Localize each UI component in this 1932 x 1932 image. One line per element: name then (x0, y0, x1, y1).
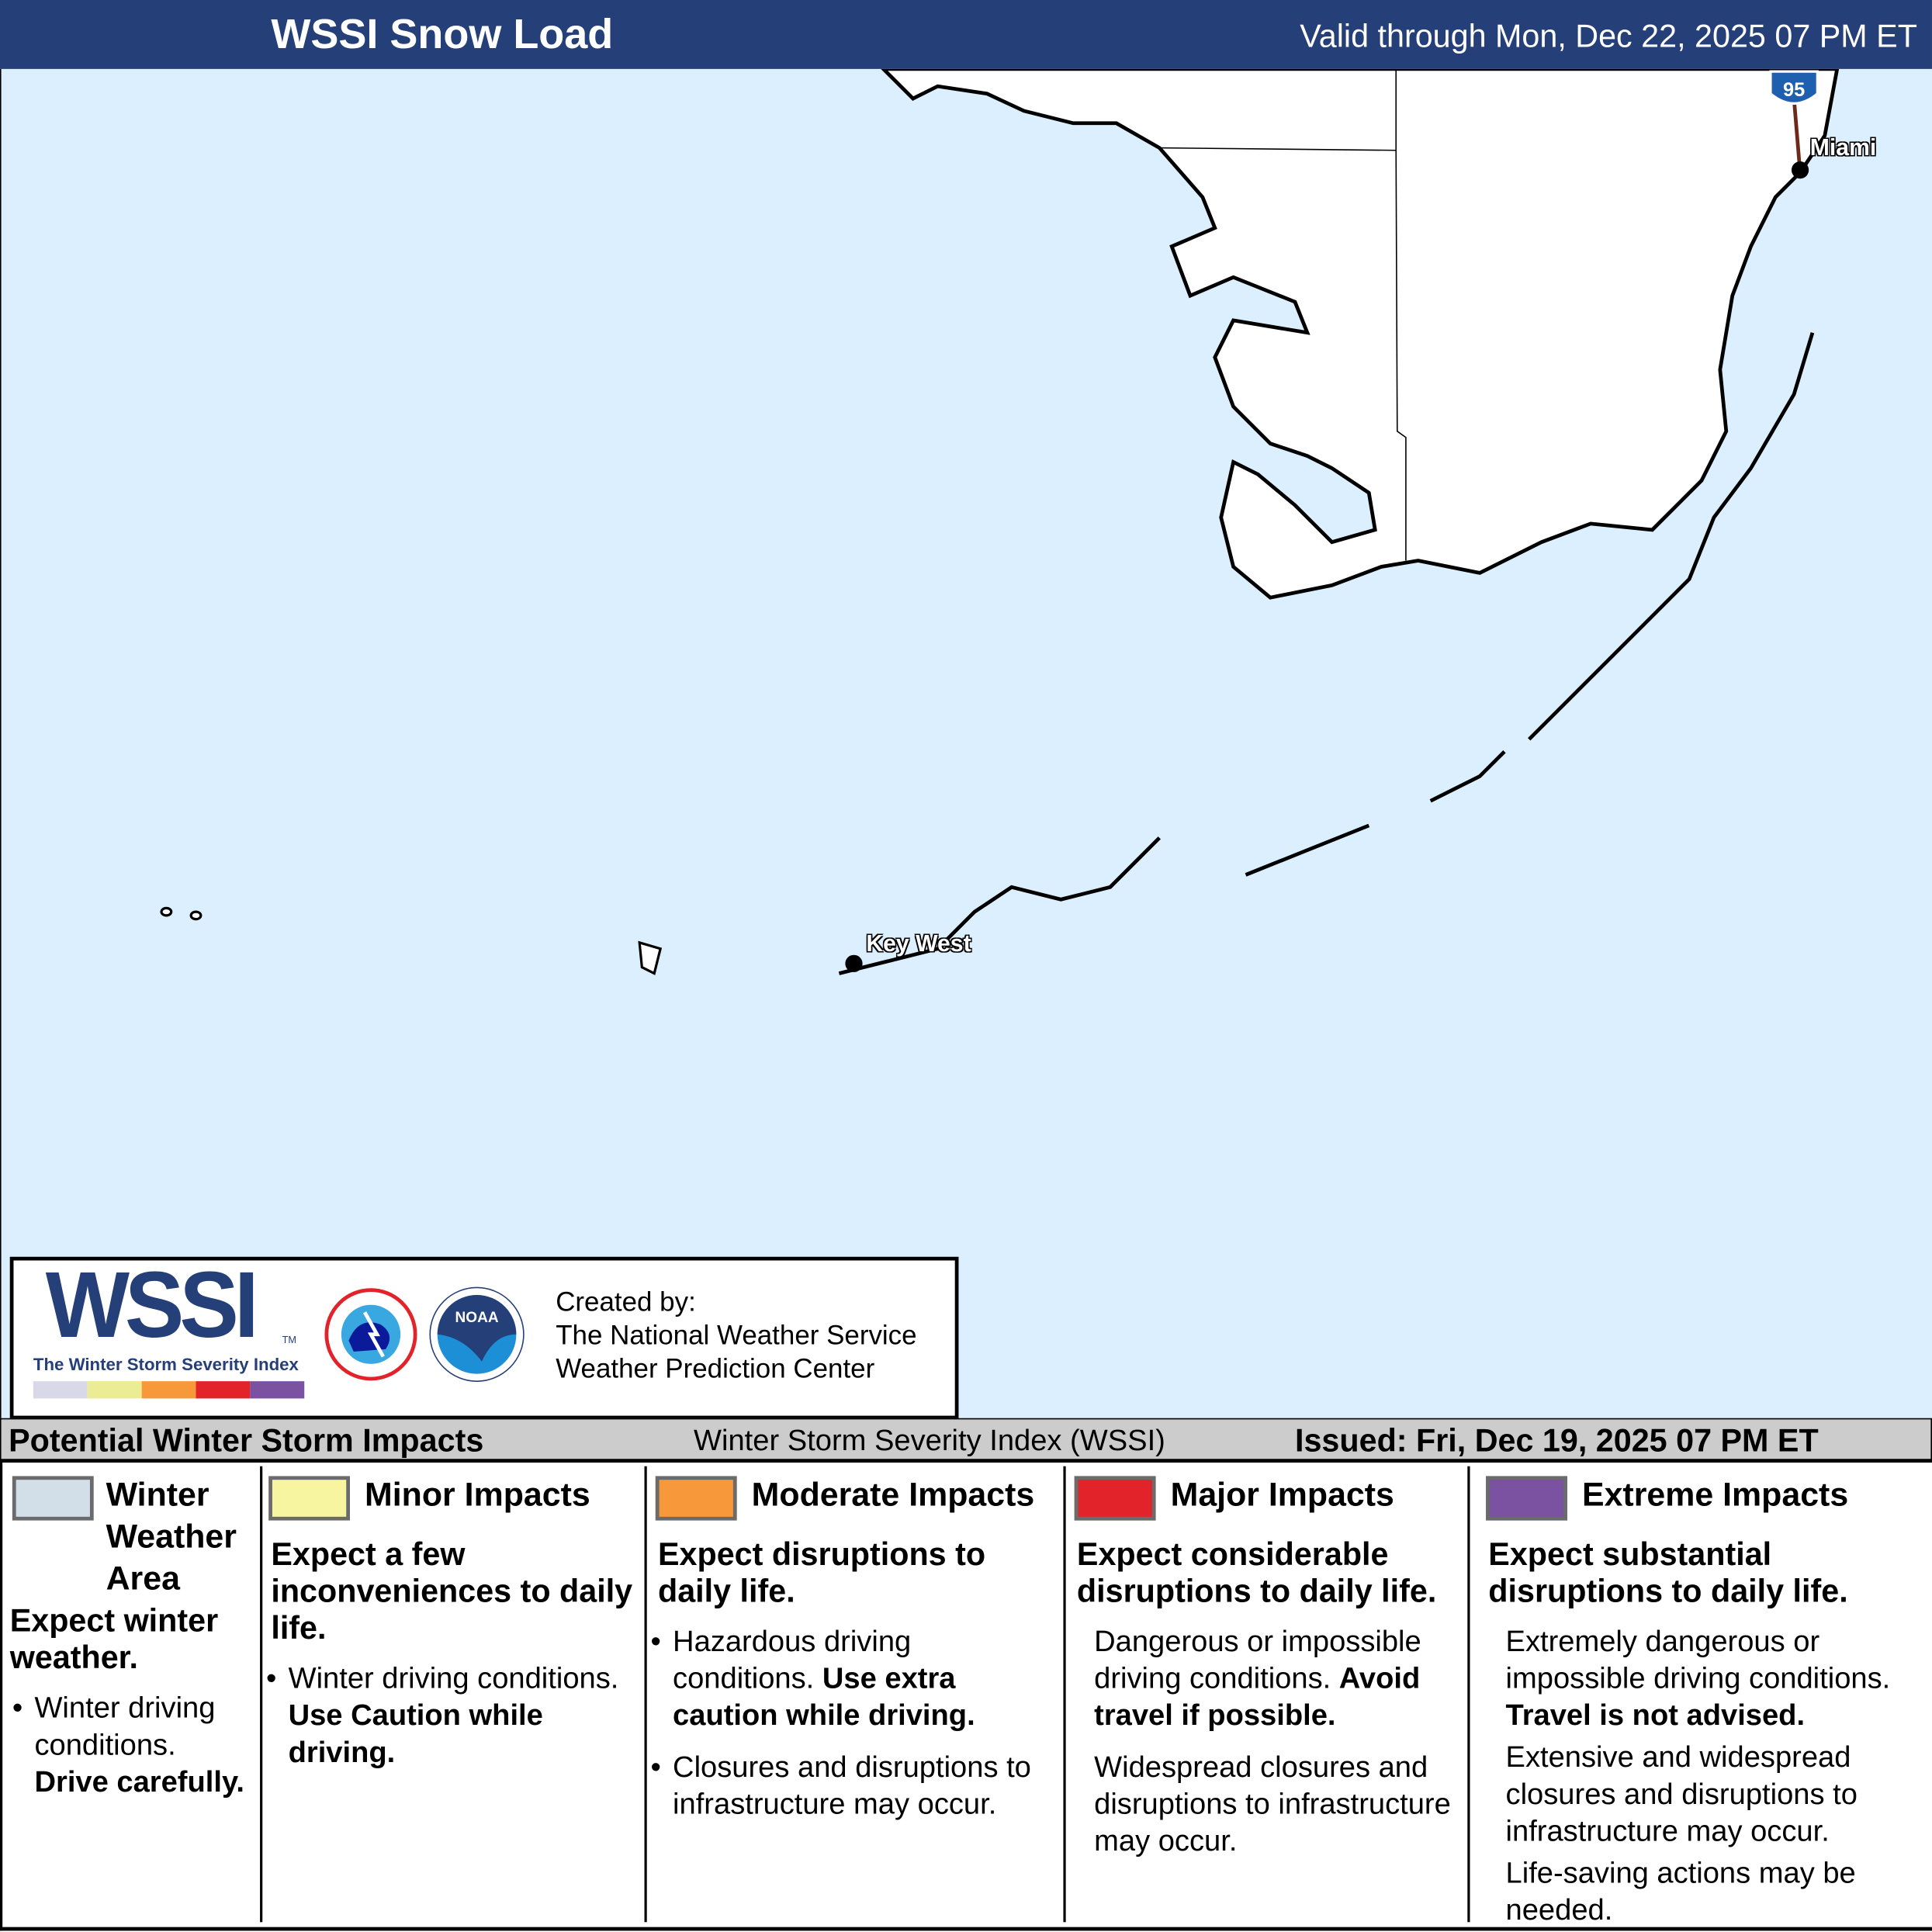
island (160, 906, 173, 917)
color-swatch (268, 1476, 350, 1521)
key-west-marker (845, 954, 863, 972)
florida-keys (838, 332, 1815, 975)
agency-logos: NOAA (324, 1286, 525, 1382)
legend-bold: Avoid travel if possible. (1094, 1662, 1421, 1733)
county-line (1159, 68, 1407, 561)
header: WSSI Snow Load Valid through Mon, Dec 22… (0, 0, 1932, 69)
legend-bullet-3: Life-saving actions may be needed. (1505, 1857, 1856, 1927)
noaa-logo-icon: NOAA (429, 1286, 525, 1382)
org-wpc: Weather Prediction Center (556, 1352, 875, 1384)
strip-left: Potential Winter Storm Impacts (9, 1421, 484, 1459)
legend-title: Winter Weather Area (106, 1476, 237, 1598)
wssi-color-bar (33, 1381, 305, 1399)
color-swatch (12, 1476, 94, 1521)
highway-shield-label: 95 (1783, 79, 1805, 101)
city-label-key-west: Key West (866, 931, 971, 957)
legend-expect: Expect considerable disruptions to daily… (1076, 1535, 1437, 1609)
issued-time: Issued: Fri, Dec 19, 2025 07 PM ET (1294, 1421, 1819, 1459)
legend-moderate-impacts: Moderate Impacts Expect disruptions to d… (644, 1461, 1059, 1923)
valid-time: Valid through Mon, Dec 22, 2025 07 PM ET (1300, 17, 1917, 54)
color-swatch (1486, 1476, 1567, 1521)
strip-center: Winter Storm Severity Index (WSSI) (694, 1424, 1165, 1458)
legend-bold: Use Caution while driving. (288, 1698, 543, 1770)
legend-extreme-impacts: Extreme Impacts Expect substantial disru… (1467, 1461, 1930, 1927)
color-swatch (1074, 1476, 1156, 1521)
legend-major-impacts: Major Impacts Expect considerable disrup… (1063, 1461, 1463, 1923)
island (638, 940, 663, 975)
legend-bullet-2: Closures and disruptions to infrastructu… (673, 1750, 1031, 1822)
legend-expect: Expect a few inconveniences to daily lif… (271, 1535, 633, 1646)
org-nws: The National Weather Service (556, 1319, 917, 1351)
city-label-miami: Miami (1809, 135, 1877, 162)
miami-marker (1791, 161, 1809, 179)
florida-mainland (881, 68, 1840, 600)
legend-expect: Expect substantial disruptions to daily … (1488, 1535, 1848, 1609)
legend-bullet-2: Extensive and widespread closures and di… (1505, 1740, 1858, 1848)
legend-bold: Drive carefully. (34, 1765, 244, 1799)
legend-winter-weather-area: Winter Weather Area Expect winter weathe… (10, 1461, 257, 1922)
highway-shield-icon (1769, 70, 1819, 105)
coastline-map: 95 (160, 68, 1840, 975)
legend-minor-impacts: Minor Impacts Expect a few inconvenience… (260, 1461, 641, 1923)
wssi-logo: WSSI (45, 1252, 259, 1358)
impact-legend: Winter Weather Area Expect winter weathe… (0, 1461, 1932, 1931)
interstate-95 (1792, 98, 1802, 173)
legend-bold: Travel is not advised. (1505, 1698, 1806, 1733)
legend-bold: Use extra caution while driving. (673, 1662, 975, 1733)
impacts-strip: Potential Winter Storm Impacts Winter St… (0, 1418, 1932, 1463)
nws-logo-icon (324, 1288, 417, 1381)
created-by: Created by: The National Weather Service W… (556, 1285, 916, 1385)
noaa-label: NOAA (455, 1310, 499, 1326)
legend-bullet-2: Widespread closures and disruptions to i… (1094, 1750, 1451, 1858)
legend-title: Extreme Impacts (1581, 1476, 1849, 1514)
logo-box: WSSI TM The Winter Storm Severity Index … (9, 1252, 959, 1420)
wssi-subtitle: The Winter Storm Severity Index (33, 1354, 299, 1374)
legend-bullet: Winter driving conditions. (34, 1691, 216, 1762)
legend-title: Major Impacts (1170, 1476, 1394, 1514)
created-by-label: Created by: (556, 1286, 696, 1317)
legend-bullet: Winter driving conditions. (288, 1662, 619, 1696)
legend-bullet: Hazardous driving conditions. (673, 1625, 912, 1696)
legend-title: Moderate Impacts (751, 1476, 1035, 1514)
color-swatch (655, 1476, 737, 1521)
island (189, 910, 203, 921)
legend-bullet: Dangerous or impossible driving conditio… (1094, 1625, 1421, 1696)
legend-expect: Expect winter weather. (9, 1601, 219, 1676)
trademark: TM (282, 1334, 297, 1346)
legend-expect: Expect disruptions to daily life. (657, 1535, 986, 1609)
legend-title: Minor Impacts (365, 1476, 590, 1514)
legend-bullet: Extremely dangerous or impossible drivin… (1505, 1625, 1891, 1696)
map-title: WSSI Snow Load (271, 11, 614, 58)
map[interactable]: 95 Miami Key West (0, 68, 1932, 1420)
